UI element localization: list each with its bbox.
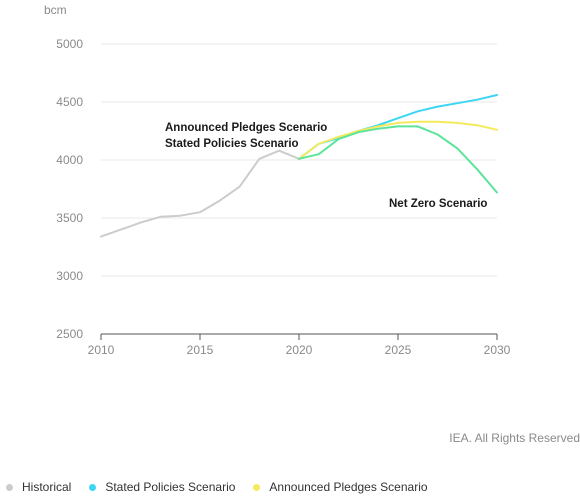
- series-line-historical: [100, 149, 300, 238]
- x-tick-label-2030: 2030: [484, 343, 511, 357]
- legend-item-historical[interactable]: Historical: [6, 480, 71, 494]
- x-tick-label-2020: 2020: [286, 343, 313, 357]
- series-line-announced-pledges-scenario: [298, 120, 498, 160]
- y-tick-label-4000: 4000: [56, 153, 83, 167]
- credit-text: IEA. All Rights Reserved: [449, 431, 580, 445]
- x-tick-label-2015: 2015: [187, 343, 214, 357]
- x-tick-label-2010: 2010: [88, 343, 115, 357]
- annotation-net-zero: Net Zero Scenario: [389, 198, 487, 210]
- gridlines: [101, 43, 497, 277]
- y-tick-label-2500: 2500: [56, 327, 83, 341]
- annotation-stated-policies: Stated Policies Scenario: [165, 138, 299, 150]
- legend: Historical Stated Policies Scenario Anno…: [6, 480, 446, 494]
- y-tick-label-4500: 4500: [56, 95, 83, 109]
- legend-swatch-stated-policies: [89, 483, 97, 491]
- legend-item-stated-policies[interactable]: Stated Policies Scenario: [89, 480, 235, 494]
- legend-item-announced-pledges[interactable]: Announced Pledges Scenario: [253, 480, 428, 494]
- legend-swatch-announced-pledges: [253, 483, 261, 491]
- series-lines: [100, 94, 498, 238]
- legend-label: Historical: [22, 480, 72, 494]
- legend-label: Stated Policies Scenario: [105, 480, 236, 494]
- chart: 2500 3000 3500 4000 4500 5000 2010 2015 2020 202…: [44, 3, 511, 357]
- annotation-announced-pledges: Announced Pledges Scenario: [165, 122, 327, 134]
- x-tick-label-2025: 2025: [385, 343, 412, 357]
- y-tick-label-5000: 5000: [56, 37, 83, 51]
- y-axis-ticks: 2500 3000 3500 4000 4500 5000: [56, 37, 83, 341]
- y-tick-label-3000: 3000: [56, 269, 83, 283]
- y-tick-label-3500: 3500: [56, 211, 83, 225]
- x-axis: 2010 2015 2020 2025 2030: [88, 333, 511, 357]
- unit-label: bcm: [44, 3, 67, 17]
- series-line-net-zero-scenario: [298, 125, 498, 194]
- legend-label: Announced Pledges Scenario: [269, 480, 428, 494]
- legend-swatch-historical: [6, 483, 13, 491]
